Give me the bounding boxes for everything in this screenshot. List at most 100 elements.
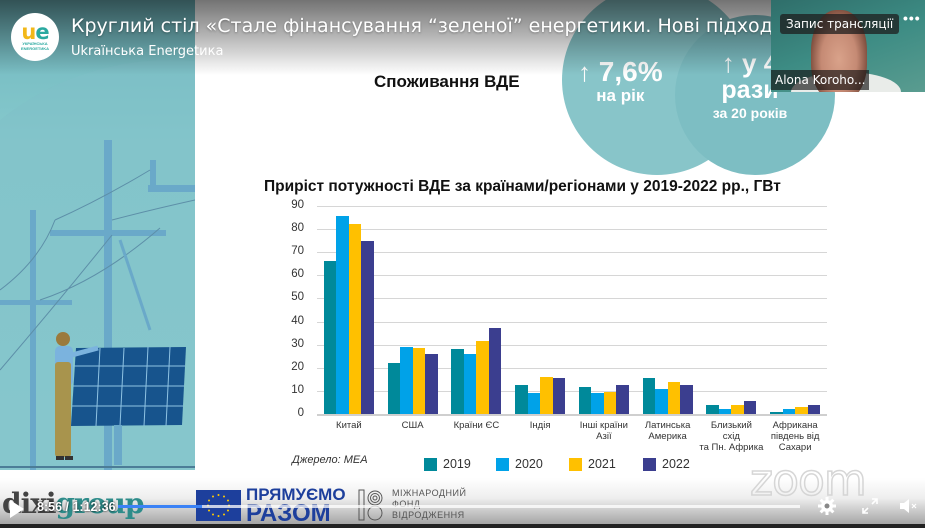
y-axis-tick: 10 <box>291 383 304 396</box>
stat-caption: за 20 років <box>712 105 788 121</box>
fullscreen-expand-icon[interactable] <box>861 497 879 515</box>
bar-2019 <box>770 411 783 414</box>
bar-2020 <box>336 216 349 414</box>
x-axis-line <box>317 414 827 416</box>
bar-2019 <box>387 363 401 414</box>
bar-2022 <box>807 404 821 414</box>
slide-illustration-panel <box>0 0 195 470</box>
current-time: 8:56 <box>37 500 63 514</box>
y-axis-tick: 50 <box>291 291 304 304</box>
gridline <box>317 229 827 231</box>
bar-2021 <box>795 407 808 414</box>
bar-2020 <box>718 409 732 414</box>
y-axis-tick: 40 <box>291 314 304 327</box>
stat-value-unit: рази <box>721 76 779 104</box>
progress-fill <box>118 505 202 508</box>
legend-label: 2020 <box>515 457 543 471</box>
bar-2021 <box>540 377 553 414</box>
category-label: Китай <box>336 420 362 431</box>
legend-label: 2022 <box>662 457 690 471</box>
bar-2022 <box>425 353 438 414</box>
recording-badge: Запис трансляції <box>780 14 900 34</box>
bar-2020 <box>782 409 796 414</box>
legend-item-2022: 2022 <box>643 457 690 471</box>
category-label: Індія <box>529 420 551 431</box>
gridline <box>317 298 827 300</box>
y-axis-tick: 70 <box>291 245 304 258</box>
participant-name: Alona Koroho... <box>771 70 870 90</box>
recording-header <box>0 0 925 75</box>
bar-2019 <box>515 385 528 414</box>
legend-label: 2019 <box>443 457 471 471</box>
bar-2022 <box>361 240 374 414</box>
legend-item-2020: 2020 <box>496 457 543 471</box>
channel-logo[interactable]: ue УКРАЇНСЬКА ENERGETИKA <box>11 13 59 61</box>
legend-swatch <box>424 457 437 471</box>
channel-name[interactable]: Ukraїнська Energetика <box>71 44 224 59</box>
play-button[interactable] <box>10 500 24 518</box>
sponsor-bar <box>0 478 925 528</box>
chart-source: Джерело: МЕА <box>292 454 368 466</box>
bar-2022 <box>552 378 566 414</box>
bar-2021 <box>348 224 362 414</box>
y-axis-tick: 60 <box>291 268 304 281</box>
bar-2021 <box>731 404 744 414</box>
bar-2019 <box>451 349 464 414</box>
bar-2022 <box>743 401 757 414</box>
recording-title: Круглий стіл «Стале фінансування “зелено… <box>71 15 854 37</box>
y-axis-tick: 0 <box>297 407 304 419</box>
legend-swatch <box>496 457 509 471</box>
bar-2020 <box>400 346 413 414</box>
duration: 1:12:36 <box>72 500 116 514</box>
gridline <box>317 344 827 346</box>
stat-caption: на рік <box>596 86 645 105</box>
y-axis-tick: 30 <box>291 337 304 350</box>
gridline <box>317 321 827 323</box>
y-axis-tick: 20 <box>291 360 304 373</box>
bar-2019 <box>642 378 656 414</box>
gridline <box>317 275 827 277</box>
bar-2021 <box>412 348 426 414</box>
zoom-watermark: zoom <box>749 454 867 507</box>
bar-2021 <box>476 341 489 414</box>
solar-worker-illustration <box>0 60 195 470</box>
legend-swatch <box>643 457 656 471</box>
legend-item-2019: 2019 <box>424 457 471 471</box>
settings-gear-icon[interactable] <box>817 496 837 516</box>
chart-title: Приріст потужності ВДЕ за країнами/регіо… <box>264 178 781 195</box>
bar-2019 <box>578 387 592 414</box>
volume-muted-icon[interactable] <box>899 497 919 515</box>
category-label: Латинська Америка <box>644 420 691 442</box>
gridline <box>317 390 827 392</box>
bar-2019 <box>323 261 337 414</box>
gridline <box>317 206 827 207</box>
bar-2022 <box>680 385 693 414</box>
progress-scrubber[interactable] <box>118 505 800 508</box>
bar-2020 <box>463 353 477 414</box>
more-options-icon[interactable]: ••• <box>903 10 921 26</box>
gridline <box>317 367 827 369</box>
category-label: США <box>401 420 424 431</box>
y-axis-tick: 80 <box>291 222 304 235</box>
legend-item-2021: 2021 <box>569 457 616 471</box>
bar-2021 <box>603 392 617 414</box>
playback-time: 8:56 / 1:12:36 <box>37 500 116 514</box>
category-label: Африкана південь від Сахари <box>770 420 820 453</box>
irf-logo-text: МІЖНАРОДНИЙ ФОНД ВІДРОДЖЕННЯ <box>392 488 467 520</box>
bar-2020 <box>527 393 541 414</box>
logo-mark: ue <box>21 20 49 44</box>
bar-chart: 0 10 20 30 40 50 60 70 80 90 Китай США Країни ЄС Інді… <box>270 198 830 458</box>
bar-2020 <box>655 388 668 414</box>
slide-heading: Споживання ВДЕ <box>374 72 520 91</box>
logo-subtext: УКРАЇНСЬКА ENERGETИKA <box>21 41 49 51</box>
bar-2020 <box>591 393 604 414</box>
dixigroup-logo: dixigroup <box>2 487 144 520</box>
gridline <box>317 252 827 254</box>
category-label: Близький схід та Пн. Африка <box>699 420 764 453</box>
y-axis-tick: 90 <box>291 199 304 211</box>
category-label: Країни ЄС <box>453 420 500 431</box>
bar-2019 <box>706 404 719 414</box>
legend-label: 2021 <box>588 457 616 471</box>
bar-2022 <box>488 328 502 414</box>
